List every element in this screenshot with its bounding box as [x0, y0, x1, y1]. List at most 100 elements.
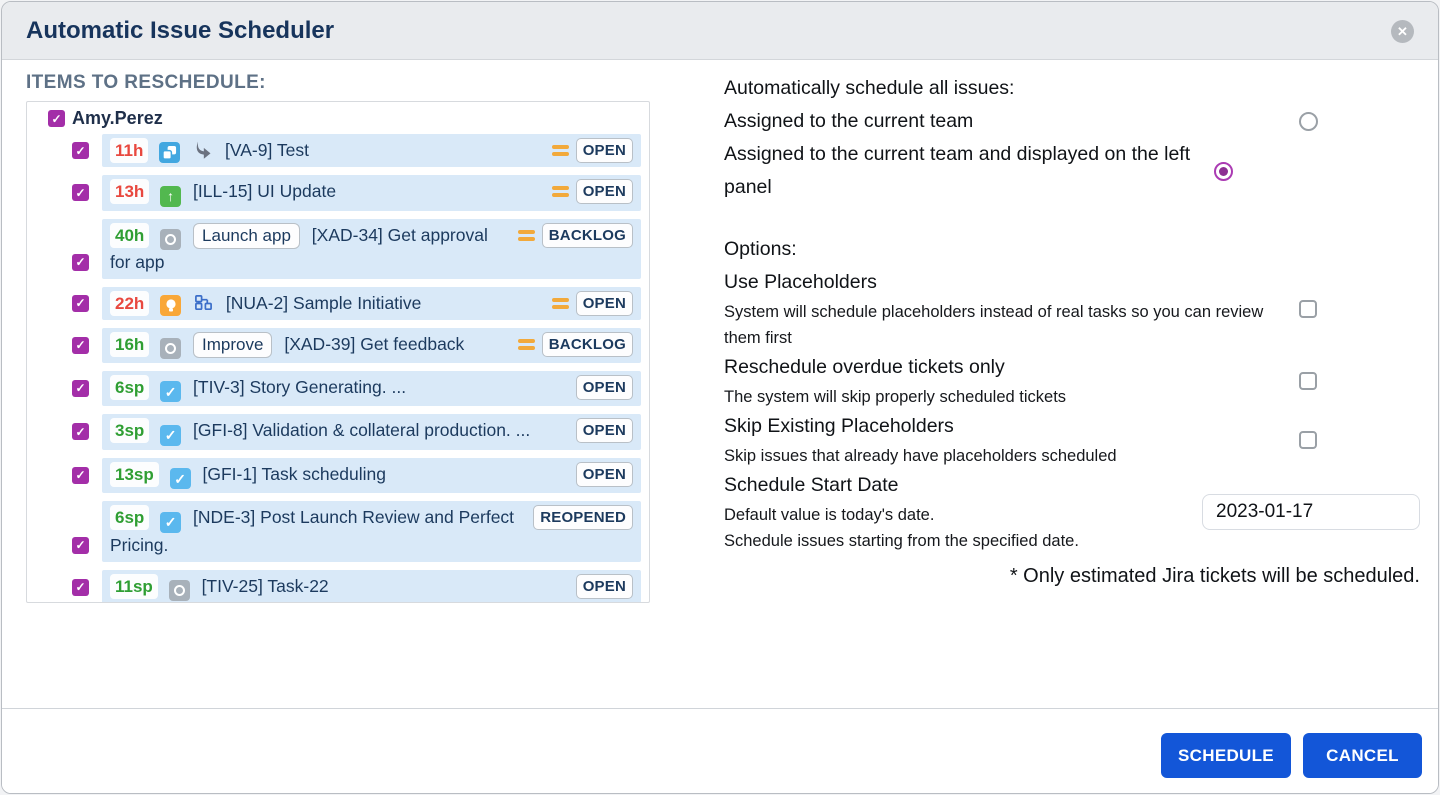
reschedule-overdue-checkbox[interactable]: [1299, 371, 1317, 390]
priority-medium-icon: [517, 338, 535, 350]
item-row: ✓ REOPENED 6sp ✓ [NDE-3] Post Launch Rev…: [27, 501, 641, 562]
radio-label: Assigned to the current team: [724, 110, 974, 132]
item-checkbox[interactable]: ✓: [72, 184, 89, 202]
skip-existing-placeholders-checkbox[interactable]: [1299, 430, 1317, 449]
item-row: ✓ OPEN 13h ↑ [ILL-15] UI Update: [27, 175, 641, 211]
item-row: ✓ OPEN 3sp ✓ [GFI-8] Validation & collat…: [27, 414, 641, 450]
item-checkbox[interactable]: ✓: [72, 294, 89, 312]
item-content[interactable]: OPEN 11sp [TIV-25] Task-22: [102, 569, 641, 602]
status-badge: OPEN: [575, 138, 633, 163]
start-date-title: Schedule Start Date: [724, 474, 899, 496]
estimate-badge: 13sp: [110, 461, 159, 487]
radio-row-current-team-left-panel: Assigned to the current team and display…: [724, 138, 1420, 204]
option-reschedule-overdue: Reschedule overdue tickets only The syst…: [724, 351, 1420, 410]
items-list: ✓ OPEN 11h [VA-9] Test ✓: [27, 134, 649, 602]
close-icon[interactable]: ✕: [1391, 20, 1414, 43]
option-title: Reschedule overdue tickets only: [724, 356, 1005, 378]
issue-title: [NUA-2] Sample Initiative: [225, 292, 422, 313]
item-checkbox[interactable]: ✓: [72, 536, 89, 554]
schedule-start-date-block: Schedule Start Date Default value is tod…: [724, 469, 1420, 554]
label-badge: Launch app: [193, 222, 300, 249]
schedule-button[interactable]: SCHEDULE: [1161, 733, 1291, 778]
issue-title: [GFI-8] Validation & collateral producti…: [193, 420, 531, 440]
item-checkbox[interactable]: ✓: [72, 336, 89, 354]
estimate-badge: 6sp: [110, 374, 150, 400]
item-content[interactable]: OPEN 13sp ✓ [GFI-1] Task scheduling: [102, 457, 641, 493]
user-name: Amy.Perez: [72, 108, 163, 128]
item-row: ✓ OPEN 13sp ✓ [GFI-1] Task scheduling: [27, 457, 641, 493]
item-checkbox[interactable]: ✓: [72, 379, 89, 397]
option-description: System will schedule placeholders instea…: [724, 303, 1264, 347]
issue-title: [XAD-34] Get approval for app: [110, 224, 488, 272]
start-date-description-1: Default value is today's date.: [724, 506, 935, 524]
dialog-footer: SCHEDULE CANCEL: [2, 708, 1438, 793]
item-content[interactable]: OPEN 11h [VA-9] Test: [102, 134, 641, 167]
cancel-button[interactable]: CANCEL: [1303, 733, 1422, 778]
improvement-icon: ↑: [160, 185, 182, 207]
item-checkbox[interactable]: ✓: [72, 578, 89, 596]
item-row: ✓ OPEN 6sp ✓ [TIV-3] Story Generating. .…: [27, 370, 641, 406]
items-list-box: ✓ Amy.Perez ✓ OPEN 11h [VA-9] Test: [26, 101, 650, 603]
item-row: ✓ BACKLOG 40h Launch app [XAD-34] Get ap…: [27, 218, 641, 279]
status-badge: OPEN: [575, 418, 633, 443]
status-badge: OPEN: [575, 461, 633, 487]
estimate-badge: 3sp: [110, 418, 150, 443]
radio-current-team[interactable]: [1299, 112, 1318, 131]
estimate-badge: 16h: [110, 331, 150, 357]
use-placeholders-checkbox[interactable]: [1299, 299, 1317, 318]
hierarchy-icon: [193, 293, 214, 314]
radio-row-current-team: Assigned to the current team: [724, 105, 1420, 138]
item-row: ✓ OPEN 11h [VA-9] Test: [27, 134, 641, 167]
radio-current-team-left-panel[interactable]: [1214, 161, 1233, 181]
issue-title: [TIV-25] Task-22: [201, 575, 329, 596]
issue-title: [GFI-1] Task scheduling: [202, 463, 387, 484]
item-content[interactable]: OPEN 22h [NUA-2] Sample Initiative: [102, 286, 641, 320]
story-icon: ✓: [160, 381, 182, 402]
item-content[interactable]: OPEN 6sp ✓ [TIV-3] Story Generating. ...: [102, 370, 641, 406]
story-icon: ✓: [160, 511, 182, 533]
item-content[interactable]: OPEN 13h ↑ [ILL-15] UI Update: [102, 175, 641, 211]
issue-title: [VA-9] Test: [224, 140, 309, 160]
radio-label: Assigned to the current team and display…: [724, 143, 1191, 198]
estimated-tickets-footnote: * Only estimated Jira tickets will be sc…: [1009, 565, 1420, 587]
item-content[interactable]: BACKLOG 40h Launch app [XAD-34] Get appr…: [102, 218, 641, 279]
circle-icon: [168, 579, 190, 601]
dialog-title: Automatic Issue Scheduler: [26, 16, 335, 44]
item-content[interactable]: OPEN 3sp ✓ [GFI-8] Validation & collater…: [102, 414, 641, 450]
circle-icon: [160, 337, 182, 359]
item-row: ✓ OPEN 22h [NUA-2] Sample Initiative: [27, 286, 641, 320]
item-checkbox[interactable]: ✓: [72, 423, 89, 441]
option-title: Use Placeholders: [724, 271, 877, 293]
curved-arrow-icon: [192, 140, 213, 161]
item-row: ✓ OPEN 11sp [TIV-25] Task-22: [27, 569, 641, 602]
item-content[interactable]: BACKLOG 16h Improve [XAD-39] Get feedbac…: [102, 327, 641, 363]
start-date-input[interactable]: [1202, 494, 1420, 530]
issue-title: [TIV-3] Story Generating. ...: [193, 376, 407, 397]
options-heading: Options:: [724, 238, 797, 260]
option-use-placeholders: Use Placeholders System will schedule pl…: [724, 266, 1420, 351]
user-checkbox[interactable]: ✓: [48, 110, 65, 127]
issue-title: [XAD-39] Get feedback: [284, 333, 465, 354]
issue-title: [NDE-3] Post Launch Review and Perfect P…: [110, 507, 515, 555]
priority-medium-icon: [551, 186, 569, 197]
items-to-reschedule-heading: ITEMS TO RESCHEDULE:: [26, 72, 266, 93]
estimate-badge: 6sp: [110, 505, 150, 530]
priority-medium-icon: [551, 145, 569, 156]
status-badge: BACKLOG: [541, 222, 633, 248]
story-icon: ✓: [169, 468, 191, 489]
label-badge: Improve: [193, 331, 273, 358]
user-row: ✓ Amy.Perez: [48, 108, 649, 129]
status-badge: BACKLOG: [541, 331, 633, 357]
schedule-all-heading: Automatically schedule all issues:: [724, 77, 1015, 99]
item-content[interactable]: REOPENED 6sp ✓ [NDE-3] Post Launch Revie…: [102, 501, 641, 562]
estimate-badge: 40h: [110, 222, 150, 248]
option-title: Skip Existing Placeholders: [724, 415, 954, 437]
priority-medium-icon: [517, 229, 535, 241]
estimate-badge: 11sp: [110, 573, 158, 599]
option-description: Skip issues that already have placeholde…: [724, 447, 1117, 465]
item-row: ✓ BACKLOG 16h Improve [XAD-39] Get feedb…: [27, 327, 641, 363]
item-checkbox[interactable]: ✓: [72, 466, 89, 484]
item-checkbox[interactable]: ✓: [72, 142, 89, 159]
item-checkbox[interactable]: ✓: [72, 253, 89, 271]
